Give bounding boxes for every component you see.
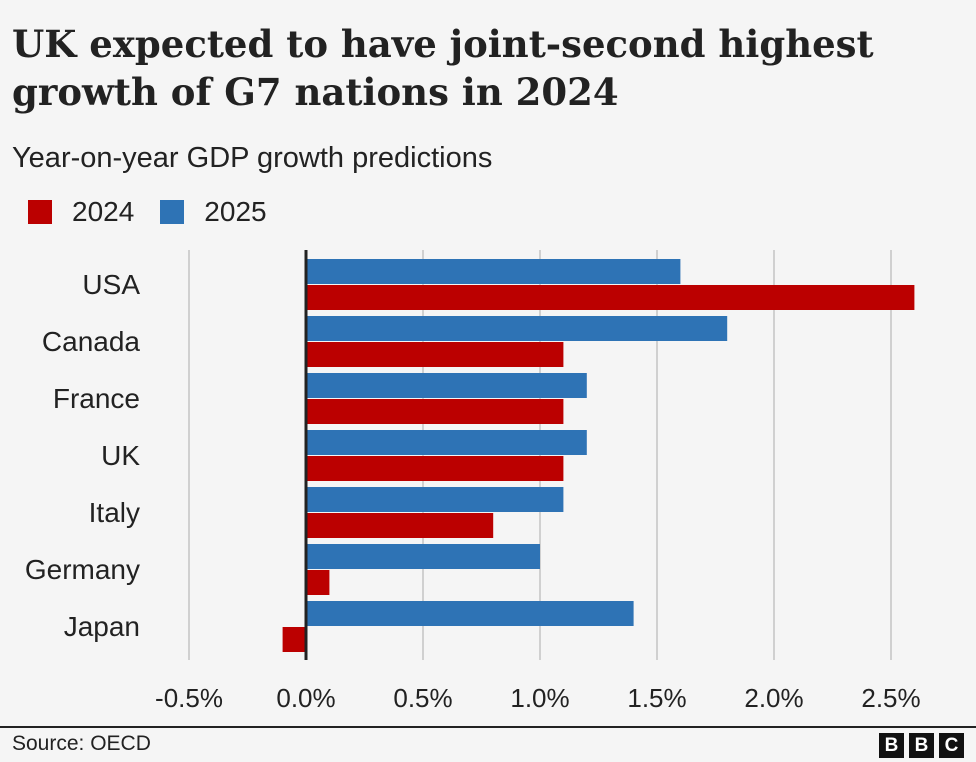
bar-2025-uk — [306, 430, 587, 455]
bar-2024-germany — [306, 570, 330, 595]
legend: 2024 2025 — [28, 196, 293, 228]
bar-2025-italy — [306, 487, 564, 512]
x-tick-label: 0.5% — [393, 683, 452, 713]
category-label: Germany — [25, 554, 140, 585]
category-label: USA — [82, 269, 140, 300]
x-tick-label: 0.0% — [276, 683, 335, 713]
bar-chart: -0.5% 0.0% 0.5% 1.0% 1.5% 2.0% 2.5% USA Canada Fr… — [25, 250, 921, 713]
chart-title: UK expected to have joint-second highest… — [12, 22, 874, 114]
category-label: UK — [101, 440, 140, 471]
chart-subtitle: Year-on-year GDP growth predictions — [12, 142, 493, 174]
bbc-logo-letter: C — [939, 733, 964, 758]
x-tick-label: 2.0% — [744, 683, 803, 713]
category-label: Canada — [42, 326, 141, 357]
bar-2024-france — [306, 399, 564, 424]
bar-2024-uk — [306, 456, 564, 481]
bar-2025-japan — [306, 601, 634, 626]
bar-2024-usa — [306, 285, 915, 310]
source-text: Source: OECD — [12, 732, 151, 755]
legend-label-2024: 2024 — [72, 196, 135, 227]
category-label: Japan — [64, 611, 140, 642]
legend-swatch-2024 — [28, 200, 52, 224]
bar-2024-canada — [306, 342, 564, 367]
bbc-logo-letter: B — [879, 733, 904, 758]
bar-2025-canada — [306, 316, 728, 341]
bar-2025-germany — [306, 544, 540, 569]
legend-label-2025: 2025 — [204, 196, 267, 227]
category-label: Italy — [89, 497, 140, 528]
footer-divider — [0, 726, 976, 728]
bar-2024-japan — [282, 627, 306, 652]
x-tick-label: 2.5% — [861, 683, 920, 713]
bar-2024-italy — [306, 513, 494, 538]
legend-swatch-2025 — [160, 200, 185, 224]
bbc-logo-letter: B — [909, 733, 934, 758]
x-tick-label: -0.5% — [155, 683, 223, 713]
bar-2025-usa — [306, 259, 681, 284]
category-label: France — [53, 383, 140, 414]
bar-2025-france — [306, 373, 587, 398]
x-tick-label: 1.5% — [627, 683, 686, 713]
bbc-logo: B B C — [879, 733, 964, 758]
x-tick-label: 1.0% — [510, 683, 569, 713]
